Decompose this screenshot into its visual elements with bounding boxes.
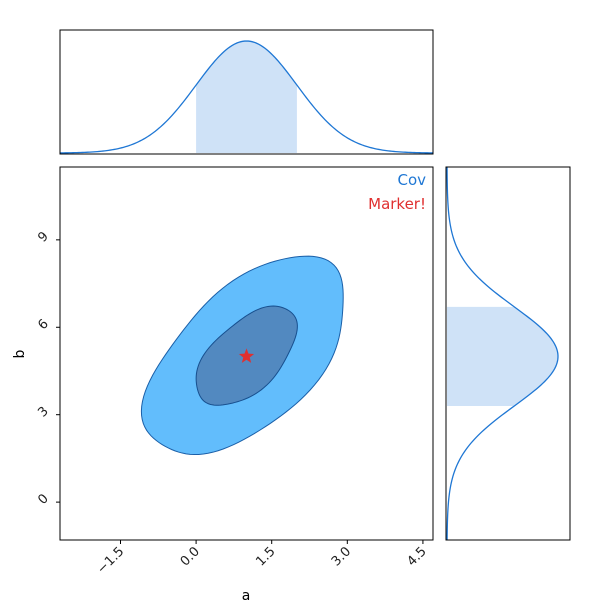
legend-entry-marker: Marker! — [368, 195, 426, 213]
marginal-b-panel — [445, 166, 571, 541]
joint-frame — [59, 166, 434, 541]
marginal-b-curve — [446, 166, 559, 541]
x-axis-label: a — [242, 588, 251, 600]
y-axis-label: b — [12, 349, 28, 358]
legend-entry-cov: Cov — [397, 171, 426, 189]
marginal-b-shaded-interval — [447, 306, 558, 406]
marginal-a-panel — [59, 29, 434, 155]
marginal-a-curve — [59, 40, 434, 154]
marginal-b-frame — [445, 166, 571, 541]
marker-star — [238, 348, 255, 363]
marginal-a-shaded-interval — [196, 41, 297, 153]
marginal-a-frame — [59, 29, 434, 155]
